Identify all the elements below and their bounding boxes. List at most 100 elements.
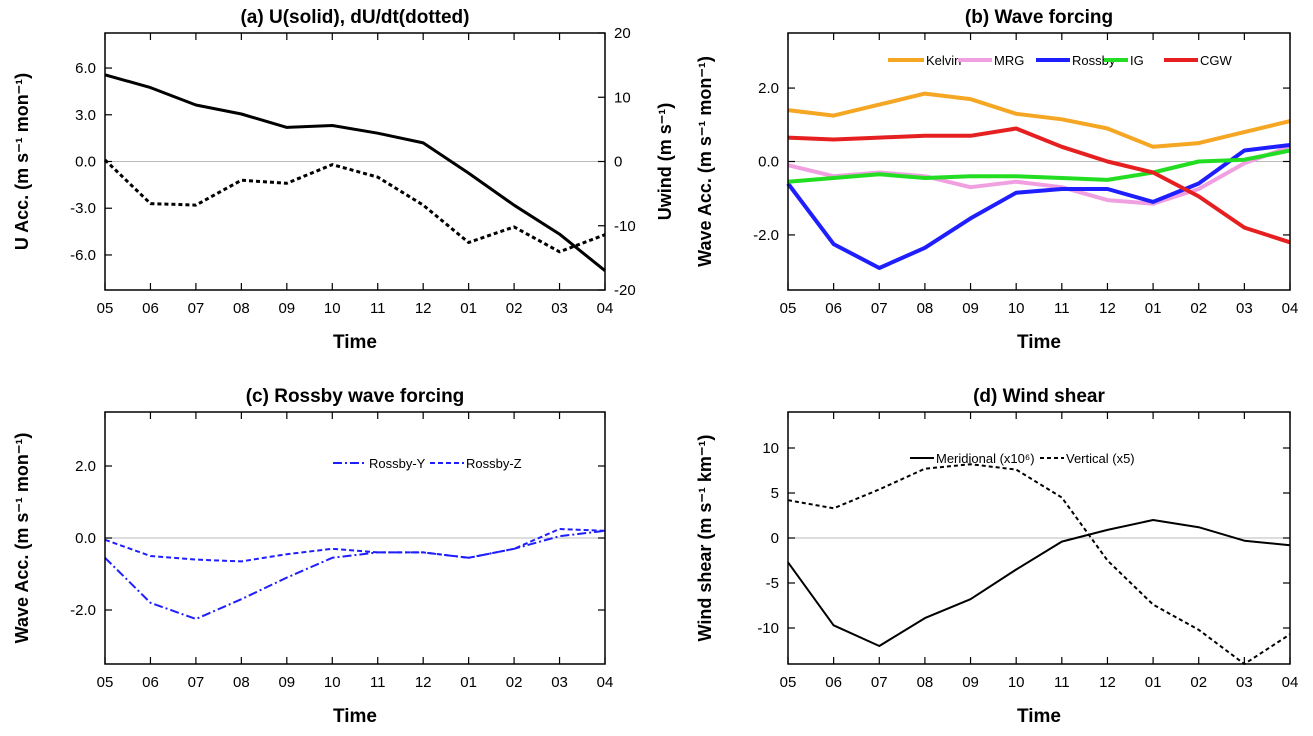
x-tick-label: 02 [506, 674, 523, 691]
chart-panel-1: 05 06 07 08 09 10 11 12 01 02 03 04 -6.0 -3.0 0.0 3.0 6.… [12, 7, 675, 353]
y-tick-label: -2.0 [70, 602, 96, 619]
x-tick-label: 10 [1008, 674, 1025, 691]
y-tick-label: 2.0 [758, 80, 779, 97]
x-tick-label: 07 [188, 674, 205, 691]
series-line-vertical-x5- [787, 463, 1291, 665]
legend-label: Vertical (x5) [1066, 451, 1135, 466]
y-tick-label: 10 [762, 440, 779, 457]
y-right-tick-label: -10 [614, 218, 636, 235]
y-tick-label: 5 [771, 485, 779, 502]
legend-label: MRG [994, 53, 1024, 68]
chart-title: (c) Rossby wave forcing [246, 386, 465, 407]
x-tick-label: 03 [1236, 300, 1253, 317]
x-tick-label: 04 [597, 300, 614, 317]
y-tick-label: 3.0 [75, 107, 96, 124]
legend-label: Meridional (x10⁶) [936, 451, 1035, 466]
x-tick-label: 12 [415, 300, 432, 317]
legend-label: IG [1130, 53, 1144, 68]
y-right-tick-label: -20 [614, 282, 636, 299]
y-tick-label: -5 [766, 575, 779, 592]
y-tick-label: 0.0 [758, 154, 779, 171]
series-line-meridional-x10- [787, 519, 1291, 647]
x-tick-label: 11 [1054, 300, 1070, 317]
x-axis-label: Time [1017, 706, 1061, 727]
y-tick-label: -2.0 [753, 227, 779, 244]
chart-title: (d) Wind shear [973, 386, 1105, 407]
x-tick-label: 12 [1099, 674, 1116, 691]
x-axis-label: Time [333, 706, 377, 727]
x-axis-label: Time [1017, 332, 1061, 353]
x-tick-label: 02 [1190, 674, 1207, 691]
y-tick-label: -10 [757, 620, 779, 637]
x-tick-label: 06 [142, 674, 159, 691]
x-tick-label: 05 [97, 300, 114, 317]
x-tick-label: 05 [780, 674, 797, 691]
x-tick-label: 04 [1282, 674, 1299, 691]
x-tick-label: 01 [1145, 674, 1162, 691]
series-line-ig [787, 148, 1291, 184]
y-tick-label: 2.0 [75, 458, 96, 475]
x-tick-label: 11 [370, 674, 386, 691]
x-tick-label: 08 [233, 674, 250, 691]
x-tick-label: 04 [1282, 300, 1299, 317]
y-axis-label: Wave Acc. (m s⁻¹ mon⁻¹) [695, 56, 715, 267]
x-tick-label: 01 [1145, 300, 1162, 317]
x-tick-label: 08 [917, 300, 934, 317]
legend-label: Rossby-Z [466, 456, 522, 471]
chart-title: (a) U(solid), dU/dt(dotted) [240, 7, 469, 28]
y-axis-label-right: Uwind (m s⁻¹) [655, 103, 675, 221]
x-tick-label: 03 [551, 300, 568, 317]
x-tick-label: 07 [871, 300, 888, 317]
x-tick-label: 10 [324, 674, 341, 691]
chart-panel-2: 05 06 07 08 09 10 11 12 01 02 03 04 -2.0 0.0 2.0 (b) Wa… [695, 7, 1298, 353]
x-tick-label: 05 [780, 300, 797, 317]
x-tick-label: 09 [962, 300, 979, 317]
x-tick-label: 06 [142, 300, 159, 317]
x-tick-label: 03 [551, 674, 568, 691]
y-right-tick-label: 10 [614, 89, 631, 106]
x-tick-label: 09 [278, 300, 295, 317]
y-tick-label: 0.0 [75, 154, 96, 171]
chart-title: (b) Wave forcing [965, 7, 1113, 28]
x-tick-label: 06 [825, 674, 842, 691]
x-tick-label: 04 [597, 674, 614, 691]
x-tick-label: 08 [233, 300, 250, 317]
x-tick-label: 02 [1190, 300, 1207, 317]
series-line-1 [103, 158, 606, 254]
x-tick-label: 10 [324, 300, 341, 317]
legend-label: Rossby [1072, 53, 1116, 68]
series-line-rossby-y [104, 529, 606, 620]
y-tick-label: 0 [771, 530, 779, 547]
x-tick-label: 11 [1054, 674, 1070, 691]
series-line-kelvin [787, 91, 1291, 149]
series-line-2 [104, 73, 606, 272]
x-tick-label: 09 [278, 674, 295, 691]
y-axis-label: U Acc. (m s⁻¹ mon⁻¹) [12, 73, 32, 250]
chart-panel-3: 05 06 07 08 09 10 11 12 01 02 03 04 -2.0 0.0 2.0 (c) Ro… [12, 386, 613, 727]
y-tick-label: -6.0 [70, 247, 96, 264]
y-tick-label: 0.0 [75, 530, 96, 547]
x-tick-label: 08 [917, 674, 934, 691]
x-tick-label: 12 [415, 674, 432, 691]
x-tick-label: 09 [962, 674, 979, 691]
x-tick-label: 03 [1236, 674, 1253, 691]
x-tick-label: 02 [506, 300, 523, 317]
legend-label: Kelvin [926, 53, 961, 68]
x-tick-label: 05 [97, 674, 114, 691]
x-tick-label: 07 [871, 674, 888, 691]
x-tick-label: 11 [370, 300, 386, 317]
x-tick-label: 07 [188, 300, 205, 317]
legend-label: CGW [1200, 53, 1233, 68]
x-tick-label: 01 [460, 300, 477, 317]
y-axis-label: Wave Acc. (m s⁻¹ mon⁻¹) [12, 433, 32, 644]
legend-label: Rossby-Y [369, 456, 426, 471]
x-tick-label: 01 [460, 674, 477, 691]
y-right-tick-label: 20 [614, 25, 631, 42]
y-tick-label: -3.0 [70, 200, 96, 217]
y-axis-label: Wind shear (m s⁻¹ km⁻¹) [695, 435, 715, 642]
x-tick-label: 12 [1099, 300, 1116, 317]
y-right-tick-label: 0 [614, 154, 622, 171]
x-tick-label: 06 [825, 300, 842, 317]
series-line-rossby [786, 143, 1291, 270]
